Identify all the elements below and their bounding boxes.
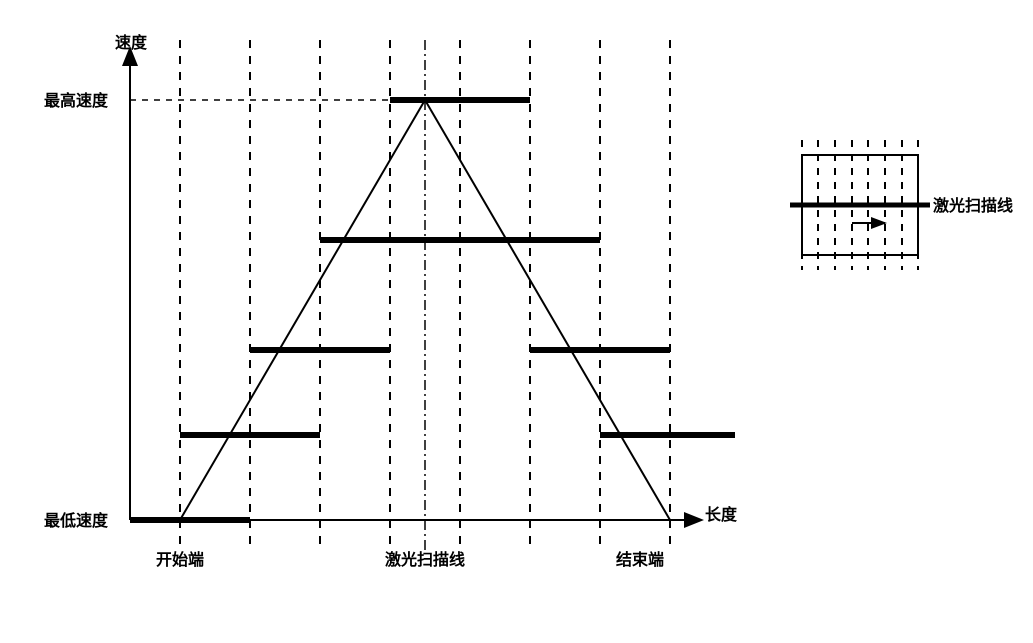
step-bars <box>130 100 735 520</box>
y-axis-label: 速度 <box>115 33 148 52</box>
inset-diagram: 激光扫描线 <box>780 135 1010 275</box>
main-chart: 速度 长度 最高速度 最低速度 开始端 激光扫描线 结束端 <box>40 30 740 590</box>
inset-label: 激光扫描线 <box>933 196 1013 215</box>
x-center-label: 激光扫描线 <box>385 550 465 569</box>
x-axis-label: 长度 <box>705 505 738 524</box>
x-end-label: 结束端 <box>615 550 664 569</box>
y-max-label: 最高速度 <box>44 91 109 110</box>
x-start-label: 开始端 <box>156 550 204 569</box>
y-min-label: 最低速度 <box>44 511 109 530</box>
